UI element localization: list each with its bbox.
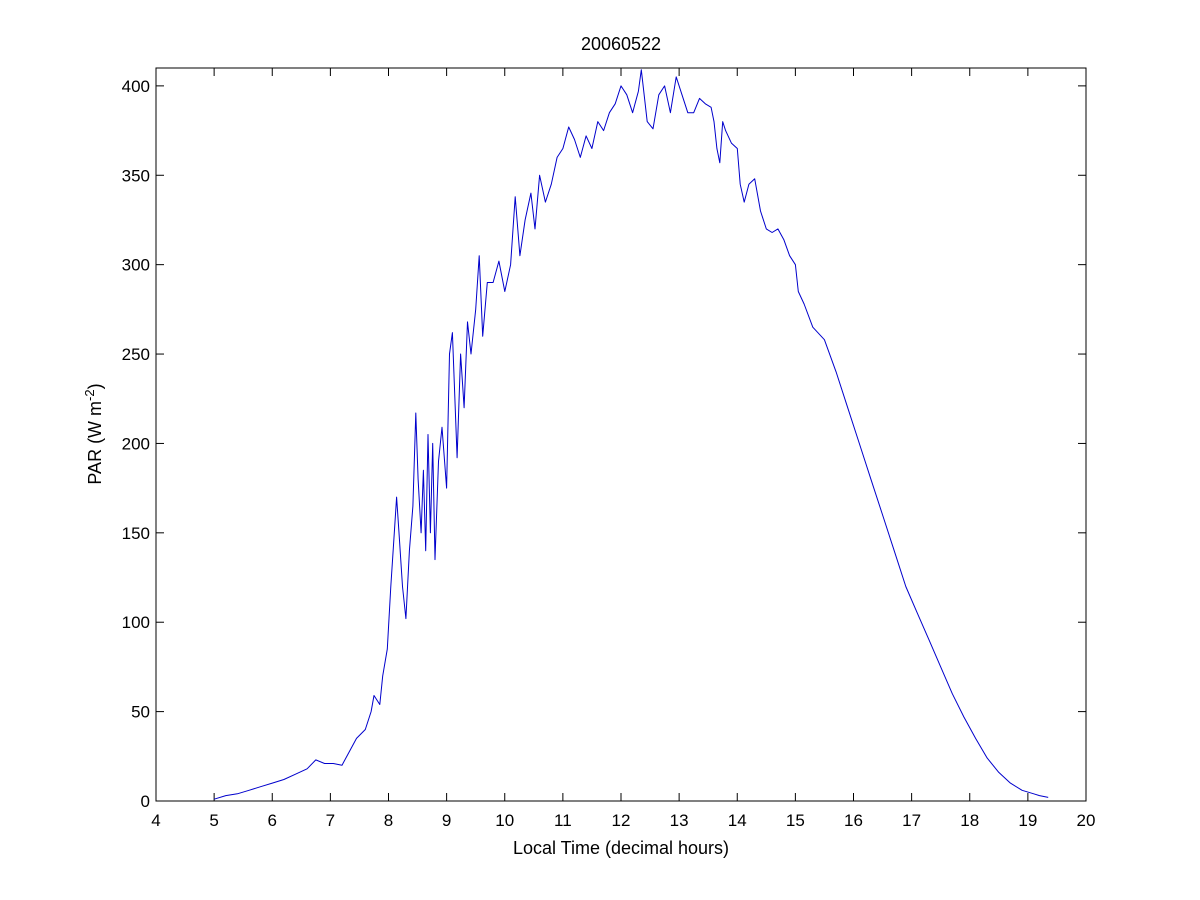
x-tick-label: 7 [326,811,335,830]
x-tick-label: 4 [151,811,160,830]
x-tick-label: 15 [786,811,805,830]
x-tick-label: 20 [1077,811,1096,830]
series-line [213,69,1049,800]
y-tick-label: 250 [122,345,150,364]
y-tick-label: 100 [122,613,150,632]
y-axis-label-suffix: ) [85,383,105,389]
x-tick-label: 8 [384,811,393,830]
plot-background [156,68,1086,801]
x-tick-label: 19 [1018,811,1037,830]
x-tick-label: 14 [728,811,747,830]
y-axis-label: PAR (W m-2) [82,383,105,484]
y-tick-label: 0 [141,792,150,811]
x-tick-label: 12 [612,811,631,830]
x-tick-label: 11 [554,811,572,830]
x-tick-label: 17 [902,811,921,830]
y-tick-label: 350 [122,166,150,185]
ticks-layer: 4 5 6 7 8 9 10 11 12 13 14 15 16 17 18 19 20050100150200… [122,68,1096,830]
y-axis-label-text: PAR (W m [85,401,105,485]
x-tick-label: 6 [268,811,277,830]
chart-title: 20060522 [581,34,661,54]
y-tick-label: 300 [122,256,150,275]
y-tick-label: 50 [131,703,150,722]
y-tick-label: 150 [122,524,150,543]
x-axis-label: Local Time (decimal hours) [513,838,729,858]
x-tick-label: 10 [495,811,514,830]
x-tick-label: 9 [442,811,451,830]
x-tick-label: 13 [670,811,689,830]
y-tick-label: 400 [122,77,150,96]
y-axis-label-superscript: -2 [82,389,97,401]
y-tick-label: 200 [122,434,150,453]
x-tick-label: 18 [960,811,979,830]
series-layer [213,69,1049,800]
plot-frame [155,67,1087,802]
x-tick-label: 5 [209,811,218,830]
x-tick-label: 16 [844,811,863,830]
